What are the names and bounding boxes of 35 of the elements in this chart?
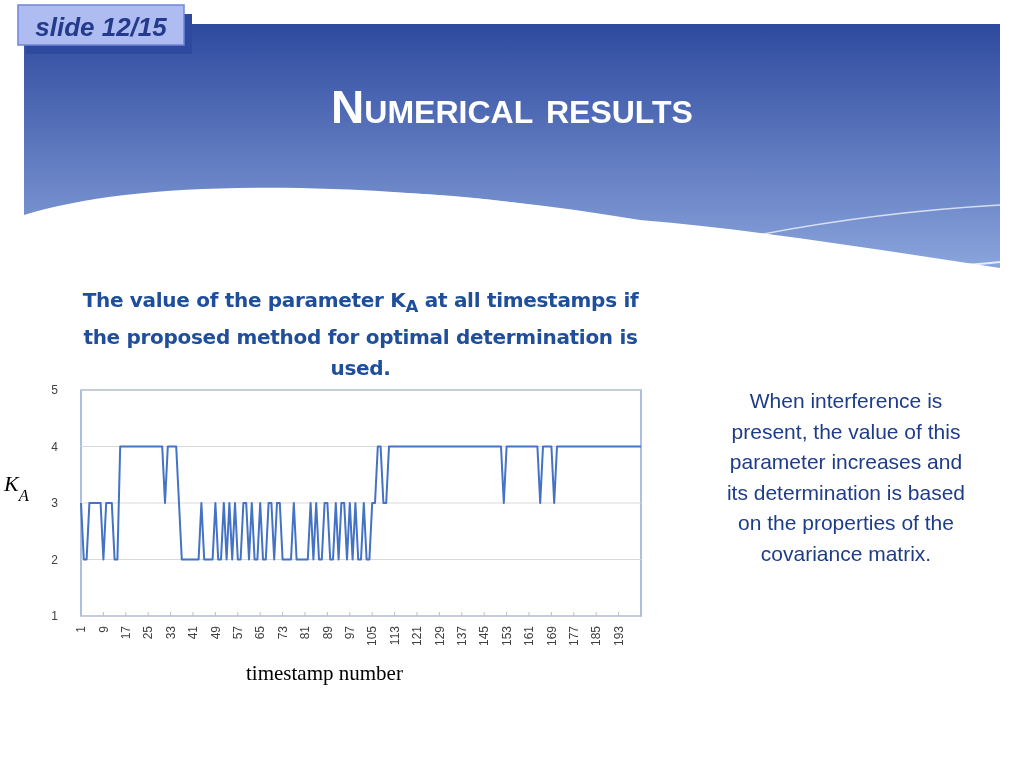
x-tick-label: 161 [522, 625, 537, 647]
text: slide 12/15 [35, 12, 168, 42]
x-axis-title: timestamp number [246, 661, 403, 685]
x-tick-label: 57 [231, 625, 245, 640]
x-tick-label: 1 [74, 625, 89, 633]
x-tick-label: 145 [477, 625, 492, 647]
x-tick-label: 153 [499, 625, 514, 647]
x-tick-label: 9 [96, 625, 111, 633]
x-tick-label: 129 [432, 625, 447, 647]
y-tick-label: 3 [51, 496, 59, 511]
x-tick-label: 73 [275, 625, 290, 640]
x-tick-label: 65 [253, 625, 268, 640]
x-tick-label: 169 [544, 625, 559, 647]
x-tick-label: 97 [343, 625, 357, 640]
y-axis-title: K$_{A}$ [3, 471, 30, 505]
x-tick-label: 177 [567, 625, 581, 647]
chart-subtitle: The value of the parameter K$_{A}$ at all timestamps if the proposed method for optimal determination is used. [81, 287, 640, 382]
x-tick-label: 89 [320, 625, 335, 640]
text: When interference is present, the value of this parameter increases and its determination is based on the properties of the covariance matrix. [725, 388, 967, 567]
x-tick-label: 17 [119, 625, 133, 640]
x-tick-label: 41 [186, 625, 201, 640]
x-tick-label: 113 [387, 625, 402, 646]
x-tick-label: 185 [589, 625, 604, 647]
x-tick-label: 105 [365, 625, 380, 647]
x-tick-label: 49 [208, 625, 223, 640]
x-tick-label: 33 [163, 625, 178, 640]
y-tick-label: 5 [51, 383, 59, 398]
x-tick-label: 81 [298, 625, 313, 640]
y-tick-label: 2 [51, 552, 59, 567]
x-tick-label: 193 [611, 625, 626, 647]
x-tick-label: 25 [141, 625, 156, 640]
x-tick-label: 137 [455, 625, 469, 647]
chart-title: Numerical results [331, 81, 693, 133]
x-tick-label: 121 [410, 625, 425, 647]
y-tick-label: 4 [51, 439, 59, 454]
